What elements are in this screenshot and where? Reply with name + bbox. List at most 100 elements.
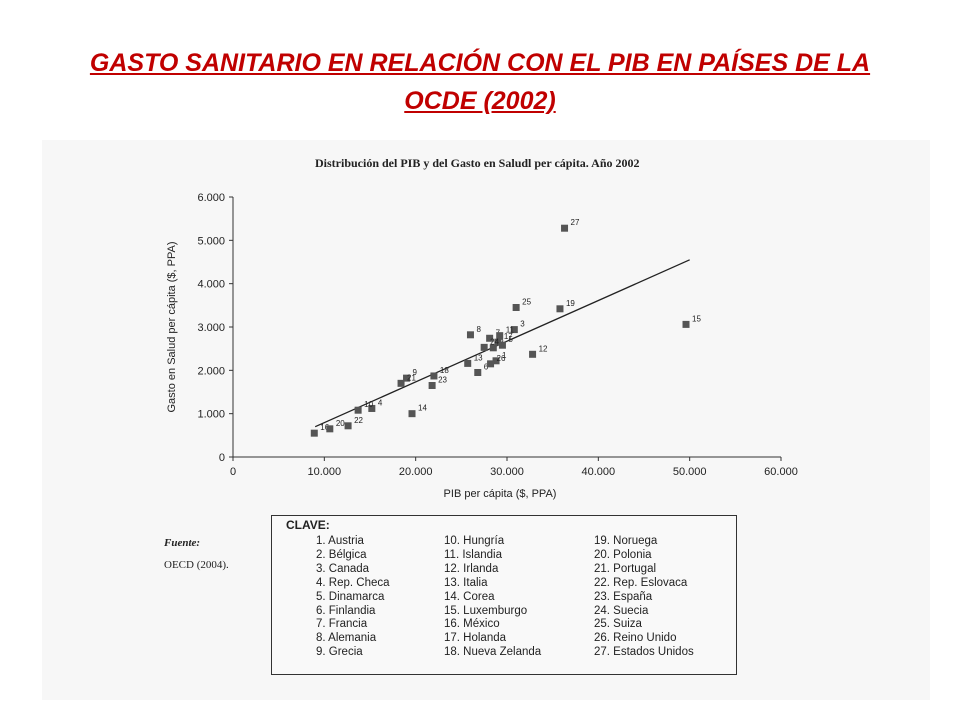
key-legend: CLAVE: 1. Austria 2. Bélgica 3. Canada 4… [271, 515, 737, 675]
x-axis-title: PIB per cápita ($, PPA) [444, 488, 557, 500]
key-item: 17. Holanda [444, 632, 507, 645]
data-point-21 [397, 379, 405, 387]
x-ticks: 0 10.000 20.000 30.000 40.000 50.000 60.000 [230, 457, 798, 478]
data-point-12 [529, 350, 537, 358]
key-column-3: 19. Noruega 20. Polonia 21. Portugal 22.… [594, 535, 694, 660]
x-tick-label: 40.000 [582, 466, 616, 478]
data-point-label: 5 [508, 335, 513, 344]
key-item: 26. Reino Unido [594, 632, 677, 645]
y-tick-label: 6.000 [197, 192, 225, 204]
data-point-10 [354, 406, 362, 414]
key-item: 22. Rep. Eslovaca [594, 576, 688, 589]
slide-title: GASTO SANITARIO EN RELACIÓN CON EL PIB E… [89, 49, 871, 115]
key-item: 14. Corea [444, 590, 495, 603]
key-item: 19. Noruega [594, 535, 658, 547]
data-point-label: 17 [504, 332, 513, 341]
data-point-19 [556, 305, 564, 313]
key-item: 7. Francia [316, 618, 368, 631]
data-point-22 [344, 422, 352, 430]
chart-title: Distribución del PIB y del Gasto en Salu… [315, 156, 640, 170]
data-point-label: 23 [438, 376, 447, 385]
key-item: 27. Estados Unidos [594, 646, 694, 659]
key-item: 5. Dinamarca [316, 590, 385, 603]
key-item: 21. Portugal [594, 562, 657, 575]
x-tick-label: 60.000 [764, 466, 798, 478]
data-point-label: 14 [418, 404, 427, 413]
data-point-label: 16 [320, 423, 329, 432]
data-point-label: 8 [476, 325, 481, 334]
data-point-label: 3 [520, 320, 525, 329]
y-tick-label: 2.000 [197, 365, 225, 377]
key-column-1: 1. Austria 2. Bélgica 3. Canada 4. Rep. … [316, 535, 390, 660]
data-point-25 [512, 304, 520, 311]
x-tick-label: 50.000 [673, 466, 707, 478]
data-point-2 [489, 344, 497, 352]
key-item: 6. Finlandia [316, 604, 376, 617]
key-item: 4. Rep. Checa [316, 576, 390, 589]
data-point-26 [487, 360, 495, 368]
data-point-6 [474, 369, 482, 376]
key-item: 12. Irlanda [444, 562, 499, 575]
data-point-label: 25 [522, 298, 531, 307]
data-point-1 [492, 357, 500, 365]
data-point-18 [430, 372, 438, 380]
data-point-24 [480, 343, 488, 351]
data-point-label: 26 [497, 354, 506, 363]
data-point-label: 4 [378, 398, 383, 407]
y-ticks: 0 1.000 2.000 3.000 4.000 5.000 6.000 [197, 192, 233, 464]
key-item: 9. Grecia [316, 646, 363, 659]
y-tick-label: 4.000 [197, 279, 225, 291]
data-point-label: 6 [484, 363, 489, 372]
data-point-label: 22 [354, 416, 363, 425]
data-point-27 [561, 224, 569, 232]
data-point-label: 24 [490, 337, 499, 346]
y-tick-label: 3.000 [197, 322, 225, 334]
key-item: 8. Alemania [316, 632, 377, 645]
data-point-13 [464, 359, 472, 367]
key-item: 2. Bélgica [316, 548, 367, 561]
data-point-7 [486, 334, 494, 342]
data-point-label: 27 [571, 218, 580, 227]
x-tick-label: 10.000 [308, 466, 342, 478]
data-point-label: 20 [336, 419, 345, 428]
key-item: 20. Polonia [594, 548, 652, 561]
data-point-label: 19 [566, 299, 575, 308]
source-text: OECD (2004). [164, 559, 229, 571]
y-tick-label: 0 [219, 452, 225, 464]
x-tick-label: 20.000 [399, 466, 433, 478]
key-item: 13. Italia [444, 576, 488, 589]
data-point-8 [466, 331, 474, 339]
key-item: 15. Luxemburgo [444, 604, 528, 617]
x-tick-label: 30.000 [490, 466, 524, 478]
data-point-15 [682, 320, 690, 328]
data-point-label: 11 [506, 326, 515, 335]
data-point-20 [326, 425, 334, 433]
key-item: 24. Suecia [594, 604, 649, 617]
key-column-2: 10. Hungría 11. Islandia 12. Irlanda 13.… [444, 535, 541, 660]
data-point-16 [310, 429, 318, 437]
data-points: 1234567891011121314151617181920212223242… [310, 218, 701, 437]
source-label: Fuente: [164, 537, 201, 549]
data-point-4 [368, 404, 376, 412]
key-item: 18. Nueva Zelanda [444, 646, 542, 659]
key-item: 11. Islandia [444, 548, 502, 561]
data-point-label: 1 [502, 351, 507, 360]
data-point-label: 13 [474, 353, 483, 362]
data-point-label: 12 [539, 344, 548, 353]
key-item: 10. Hungría [444, 535, 505, 547]
key-item: 23. España [594, 590, 653, 603]
key-item: 25. Suiza [594, 618, 642, 631]
data-point-label: 9 [413, 368, 418, 377]
data-point-label: 10 [364, 400, 373, 409]
key-item: 1. Austria [316, 535, 364, 547]
y-tick-label: 1.000 [197, 409, 225, 421]
data-point-label: 18 [440, 366, 449, 375]
data-point-label: 21 [407, 373, 416, 382]
data-point-3 [510, 326, 518, 334]
y-axis-title: Gasto en Salud per cápita ($, PPA) [166, 242, 178, 413]
key-item: 16. México [444, 618, 500, 631]
data-point-9 [403, 374, 411, 382]
data-point-11 [496, 332, 504, 340]
source-note: Fuente: OECD (2004). [164, 537, 264, 571]
y-tick-label: 5.000 [197, 235, 225, 247]
